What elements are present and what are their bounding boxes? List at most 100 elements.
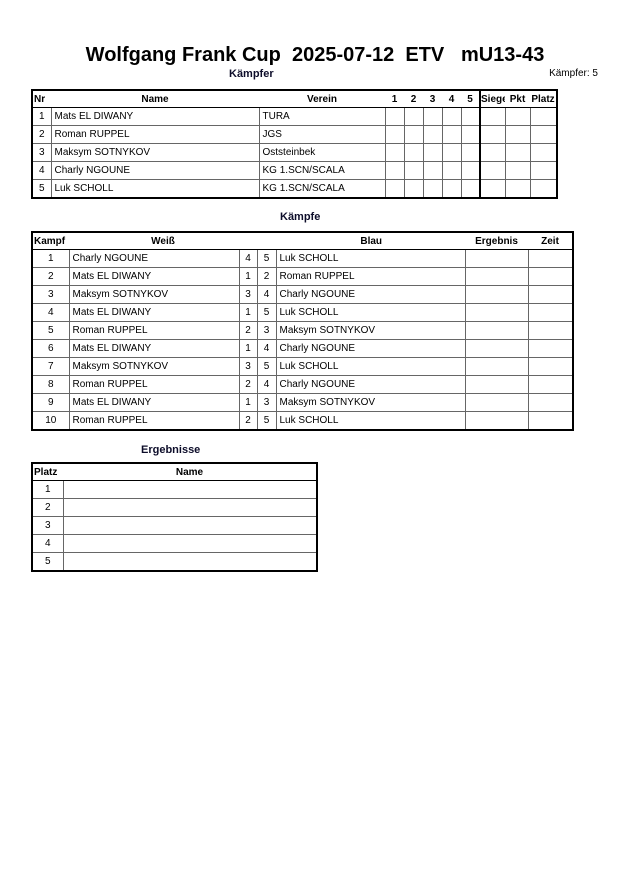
col-zeit: Zeit <box>528 232 574 250</box>
col-weiss: Weiß <box>69 232 257 250</box>
col-blau: Blau <box>257 232 466 250</box>
fighter-club: Oststeinbek <box>258 143 386 162</box>
result-row: 3 <box>31 516 318 535</box>
score-cell <box>403 125 424 144</box>
fight-row: 10 Roman RUPPEL 2 5 Luk SCHOLL <box>31 411 574 431</box>
score-cell <box>384 179 405 199</box>
blue-nr: 2 <box>256 267 277 286</box>
col-name: Name <box>51 90 259 108</box>
fighter-count: Kämpfer: 5 <box>549 68 598 79</box>
time-cell <box>527 249 574 268</box>
result-cell <box>464 411 529 431</box>
white-fighter: Mats EL DIWANY <box>68 393 240 412</box>
col-5: 5 <box>461 90 480 108</box>
blue-nr: 3 <box>256 393 277 412</box>
fight-row: 1 Charly NGOUNE 4 5 Luk SCHOLL <box>31 249 574 268</box>
result-place: 2 <box>31 498 64 517</box>
result-cell <box>464 303 529 322</box>
time-cell <box>527 375 574 394</box>
blue-fighter: Maksym SOTNYKOV <box>275 393 466 412</box>
col-4: 4 <box>442 90 461 108</box>
fight-row: 8 Roman RUPPEL 2 4 Charly NGOUNE <box>31 375 574 394</box>
blue-fighter: Luk SCHOLL <box>275 303 466 322</box>
col-pkt: Pkt <box>505 90 530 108</box>
time-cell <box>527 321 574 340</box>
result-row: 4 <box>31 534 318 553</box>
blue-nr: 5 <box>256 357 277 376</box>
white-nr: 2 <box>238 411 258 431</box>
blue-fighter: Charly NGOUNE <box>275 285 466 304</box>
summary-cell <box>529 107 558 126</box>
col-siege: Siege <box>479 90 505 108</box>
score-cell <box>422 125 443 144</box>
fight-row: 9 Mats EL DIWANY 1 3 Maksym SOTNYKOV <box>31 393 574 412</box>
result-place: 3 <box>31 516 64 535</box>
result-place: 4 <box>31 534 64 553</box>
score-cell <box>441 161 462 180</box>
result-cell <box>464 249 529 268</box>
white-fighter: Mats EL DIWANY <box>68 339 240 358</box>
blue-fighter: Maksym SOTNYKOV <box>275 321 466 340</box>
time-cell <box>527 357 574 376</box>
fighter-nr: 1 <box>31 107 52 126</box>
blue-fighter: Charly NGOUNE <box>275 339 466 358</box>
white-nr: 3 <box>238 285 258 304</box>
score-cell <box>460 143 481 162</box>
fighter-club: KG 1.SCN/SCALA <box>258 179 386 199</box>
white-fighter: Maksym SOTNYKOV <box>68 285 240 304</box>
white-fighter: Roman RUPPEL <box>68 321 240 340</box>
fighter-row: 3 Maksym SOTNYKOV Oststeinbek <box>31 143 558 162</box>
result-place: 5 <box>31 552 64 572</box>
summary-cell <box>479 143 506 162</box>
summary-cell <box>529 161 558 180</box>
time-cell <box>527 267 574 286</box>
score-cell <box>403 161 424 180</box>
white-fighter: Roman RUPPEL <box>68 411 240 431</box>
blue-fighter: Luk SCHOLL <box>275 249 466 268</box>
col-platz: Platz <box>530 90 557 108</box>
fights-table: Kampf Weiß Blau Ergebnis Zeit 1 Charly NG… <box>31 231 575 431</box>
score-cell <box>403 179 424 199</box>
fighters-header-row: NrNameVerein12345SiegePktPlatz <box>32 90 557 108</box>
summary-cell <box>529 179 558 199</box>
white-nr: 1 <box>238 339 258 358</box>
result-name <box>62 552 318 572</box>
fight-number: 9 <box>31 393 70 412</box>
summary-cell <box>504 125 531 144</box>
score-cell <box>403 107 424 126</box>
time-cell <box>527 303 574 322</box>
fight-number: 10 <box>31 411 70 431</box>
blue-nr: 5 <box>256 303 277 322</box>
score-cell <box>441 107 462 126</box>
blue-nr: 3 <box>256 321 277 340</box>
fight-row: 3 Maksym SOTNYKOV 3 4 Charly NGOUNE <box>31 285 574 304</box>
white-fighter: Maksym SOTNYKOV <box>68 357 240 376</box>
score-cell <box>422 143 443 162</box>
fighter-club: TURA <box>258 107 386 126</box>
score-cell <box>460 107 481 126</box>
fight-number: 7 <box>31 357 70 376</box>
fight-row: 4 Mats EL DIWANY 1 5 Luk SCHOLL <box>31 303 574 322</box>
fighter-club: JGS <box>258 125 386 144</box>
score-cell <box>460 125 481 144</box>
score-cell <box>384 161 405 180</box>
fighter-row: 1 Mats EL DIWANY TURA <box>31 107 558 126</box>
fighter-row: 5 Luk SCHOLL KG 1.SCN/SCALA <box>31 179 558 199</box>
summary-cell <box>504 179 531 199</box>
summary-cell <box>479 107 506 126</box>
blue-nr: 4 <box>256 285 277 304</box>
time-cell <box>527 393 574 412</box>
col-kampf: Kampf <box>32 232 69 250</box>
time-cell <box>527 411 574 431</box>
fight-number: 8 <box>31 375 70 394</box>
summary-cell <box>529 125 558 144</box>
col-verein: Verein <box>259 90 385 108</box>
result-cell <box>464 393 529 412</box>
blue-fighter: Charly NGOUNE <box>275 375 466 394</box>
fighter-name: Maksym SOTNYKOV <box>50 143 260 162</box>
summary-cell <box>504 161 531 180</box>
fight-row: 5 Roman RUPPEL 2 3 Maksym SOTNYKOV <box>31 321 574 340</box>
white-fighter: Roman RUPPEL <box>68 375 240 394</box>
col-nr: Nr <box>32 90 51 108</box>
